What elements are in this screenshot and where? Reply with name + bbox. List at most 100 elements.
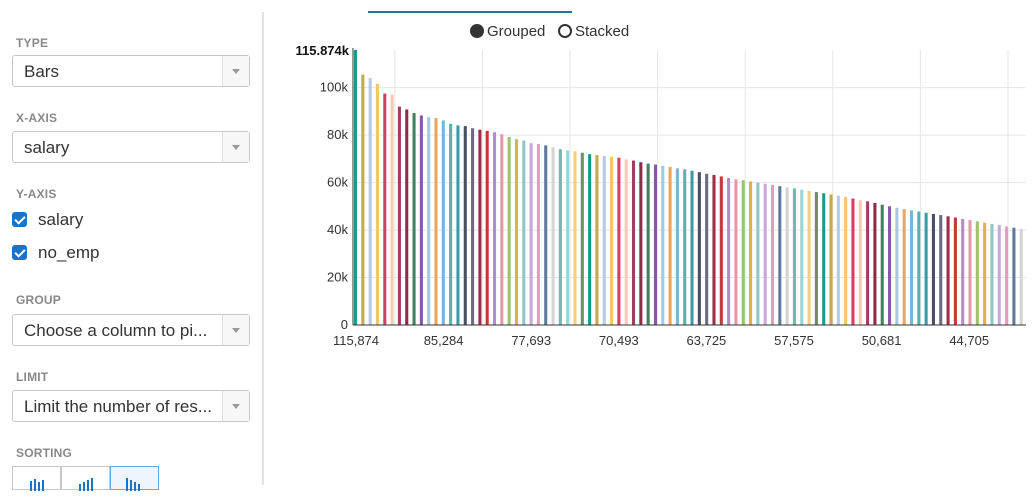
bar xyxy=(405,109,409,325)
group-select[interactable]: Choose a column to pi... xyxy=(12,314,250,346)
bar xyxy=(624,159,628,325)
chevron-down-icon xyxy=(222,56,249,86)
radio-unselected-icon[interactable] xyxy=(558,24,572,38)
yaxis-label: Y-AXIS xyxy=(16,187,57,201)
bar xyxy=(800,189,804,325)
sort-none-button[interactable] xyxy=(12,466,61,491)
bar xyxy=(814,192,818,325)
group-label: GROUP xyxy=(16,293,62,307)
bar xyxy=(924,212,928,325)
y-tick-label: 60k xyxy=(327,175,348,190)
legend-grouped-label: Grouped xyxy=(487,23,546,40)
xaxis-select[interactable]: salary xyxy=(12,131,250,163)
panel-divider xyxy=(262,12,264,485)
bar xyxy=(412,113,416,326)
bar xyxy=(551,147,555,325)
bar xyxy=(727,177,731,325)
bar xyxy=(683,169,687,325)
bar-chart-icon xyxy=(30,479,44,491)
bar xyxy=(844,196,848,325)
bar xyxy=(939,215,943,325)
checkbox-checked-icon[interactable] xyxy=(12,212,27,227)
x-tick-label: 63,725 xyxy=(687,333,727,348)
y-tick-label: 20k xyxy=(327,270,348,285)
bar xyxy=(917,211,921,325)
bar xyxy=(390,94,394,325)
xaxis-label: X-AXIS xyxy=(16,111,58,125)
yaxis-checkbox-label: salary xyxy=(38,210,84,229)
sorting-buttons xyxy=(12,466,160,491)
bar xyxy=(946,216,950,325)
chevron-down-icon xyxy=(222,391,249,421)
bar xyxy=(522,140,526,325)
bar xyxy=(829,194,833,325)
bar xyxy=(1019,228,1023,325)
bar xyxy=(975,221,979,325)
radio-selected-icon[interactable] xyxy=(470,24,484,38)
limit-label: LIMIT xyxy=(16,370,49,384)
bar xyxy=(456,125,460,325)
chevron-down-icon xyxy=(222,132,249,162)
bar xyxy=(610,156,614,325)
y-tick-label: 0 xyxy=(341,317,348,332)
checkbox-checked-icon[interactable] xyxy=(12,245,27,260)
bar xyxy=(873,203,877,325)
bar xyxy=(807,190,811,325)
bar xyxy=(383,93,387,325)
active-tab-indicator xyxy=(368,11,572,13)
bar xyxy=(471,128,475,325)
sort-ascending-icon xyxy=(79,478,93,491)
xaxis-select-value: salary xyxy=(24,138,70,157)
bar xyxy=(361,74,365,326)
bar xyxy=(661,165,665,325)
y-tick-label: 80k xyxy=(327,127,348,142)
type-select[interactable]: Bars xyxy=(12,55,250,87)
bar xyxy=(675,168,679,325)
limit-select-placeholder: Limit the number of res... xyxy=(24,397,213,416)
bar xyxy=(690,170,694,325)
bar xyxy=(375,83,380,325)
bar xyxy=(529,143,533,325)
bar-chart: 0 20k 40k 60k 80k 100k 115.874k 115,874 85,284 77… xyxy=(295,43,1026,348)
bar xyxy=(536,143,540,325)
bar xyxy=(888,206,892,325)
bar xyxy=(588,154,592,325)
bar xyxy=(646,163,650,325)
sort-descending-button[interactable] xyxy=(110,466,159,491)
bar xyxy=(558,149,562,325)
bar xyxy=(653,164,657,325)
bar xyxy=(668,166,672,325)
limit-select[interactable]: Limit the number of res... xyxy=(12,390,250,422)
bar xyxy=(705,173,709,325)
x-tick-label: 50,681 xyxy=(862,333,902,348)
bar xyxy=(785,187,789,325)
sidebar: TYPE Bars X-AXIS salary Y-AXIS salary no… xyxy=(0,0,262,491)
bar xyxy=(712,175,716,325)
bar xyxy=(434,118,438,325)
bar xyxy=(507,137,511,325)
sort-descending-icon xyxy=(126,478,140,491)
bar xyxy=(492,132,497,325)
bar xyxy=(990,223,994,325)
bar xyxy=(968,220,972,325)
bar xyxy=(419,115,423,325)
sort-ascending-button[interactable] xyxy=(61,466,110,491)
bar xyxy=(595,155,599,325)
bar xyxy=(909,210,914,325)
bar xyxy=(566,150,570,325)
x-tick-label: 115,874 xyxy=(333,333,379,348)
bar xyxy=(485,130,489,325)
bar xyxy=(895,207,899,325)
bar xyxy=(427,117,431,325)
bar xyxy=(902,209,906,325)
bar xyxy=(639,162,643,325)
bar xyxy=(602,156,606,325)
bar xyxy=(931,213,935,325)
type-label: TYPE xyxy=(16,36,49,50)
bar xyxy=(983,222,987,325)
bar xyxy=(756,182,760,325)
bar xyxy=(858,200,862,325)
bar xyxy=(961,218,965,325)
bar xyxy=(778,186,782,325)
bar xyxy=(997,225,1001,325)
